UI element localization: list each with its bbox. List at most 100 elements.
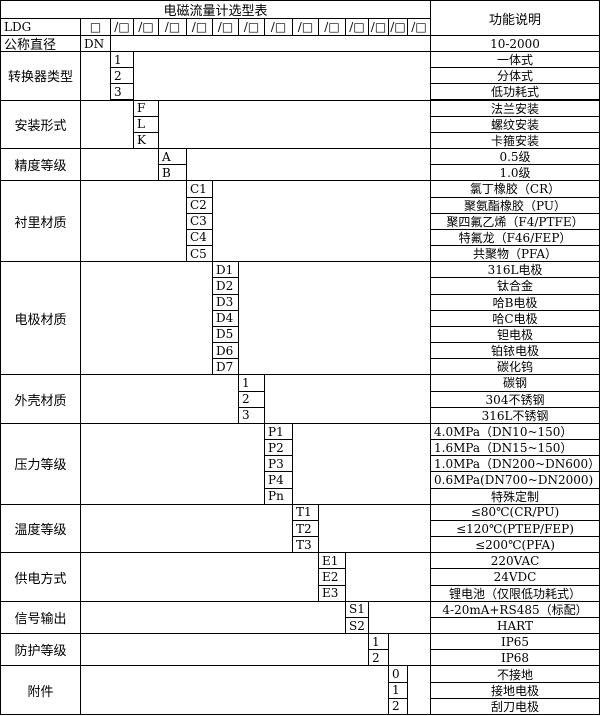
option-code: B: [158, 164, 187, 182]
option-code: T1: [292, 503, 319, 521]
size-desc: 10-2000: [430, 35, 600, 52]
model-slot: /□: [292, 18, 319, 36]
option-code: S1: [345, 600, 369, 618]
model-slot: /□: [212, 18, 239, 36]
group-label: 安装形式: [0, 99, 81, 149]
table-title: 电磁流量计选型表: [0, 0, 431, 19]
option-code: P2: [264, 439, 293, 457]
blank: [158, 99, 431, 149]
option-code: 0: [388, 665, 408, 683]
option-code: C2: [186, 196, 213, 214]
blank: [80, 633, 369, 667]
option-code: 1: [388, 681, 408, 699]
option-desc: 1.0MPa（DN200~DN600）: [430, 455, 600, 473]
option-code: D7: [212, 358, 239, 376]
option-code: E2: [318, 568, 346, 586]
group-label: 附件: [0, 665, 81, 715]
blank: [80, 600, 346, 635]
blank: [388, 633, 431, 667]
blank: [238, 261, 431, 376]
blank: [80, 99, 134, 149]
option-code: 2: [388, 697, 408, 715]
blank: [110, 35, 431, 52]
group-label: 转换器类型: [0, 51, 81, 101]
option-desc: 锂电池（仅限低功耗式）: [430, 584, 600, 602]
option-desc: 316L不锈钢: [430, 406, 600, 424]
option-desc: 碳钢: [430, 374, 600, 392]
option-code: L: [133, 115, 159, 133]
option-code: 3: [238, 406, 265, 424]
option-desc: 哈B电极: [430, 293, 600, 311]
option-code: P1: [264, 422, 293, 441]
option-code: C3: [186, 212, 213, 230]
option-code: 2: [110, 67, 134, 85]
option-desc: HART: [430, 616, 600, 635]
blank: [80, 374, 239, 424]
option-desc: 0.5级: [430, 148, 600, 166]
option-desc: 316L电极: [430, 261, 600, 279]
blank: [292, 422, 431, 505]
option-code: P4: [264, 471, 293, 489]
option-code: E3: [318, 584, 346, 602]
option-desc: ≤80℃(CR/PU): [430, 503, 600, 521]
option-desc: 24VDC: [430, 568, 600, 586]
option-desc: 4-20mA+RS485（标配）: [430, 600, 600, 618]
model-slot: /□: [368, 18, 389, 36]
option-code: C4: [186, 228, 213, 247]
model-slot: /□: [264, 18, 293, 36]
option-desc: 哈C电极: [430, 309, 600, 327]
option-code: D2: [212, 277, 239, 295]
option-desc: 一体式: [430, 51, 600, 69]
option-desc: 304不锈钢: [430, 390, 600, 408]
size-label: 公称直径: [0, 35, 81, 52]
option-code: 1: [238, 374, 265, 392]
option-desc: 螺纹安装: [430, 115, 600, 133]
model-slot: /□: [345, 18, 369, 36]
option-code: S2: [345, 616, 369, 635]
option-desc: 氯丁橡胶（CR）: [430, 180, 600, 198]
model-box: □: [80, 18, 111, 36]
blank: [407, 665, 431, 715]
option-desc: 特氟龙（F46/FEP）: [430, 228, 600, 247]
option-desc: 法兰安装: [430, 99, 600, 117]
group-label: 信号输出: [0, 600, 81, 635]
blank: [318, 503, 431, 554]
option-desc: 铂铱电极: [430, 342, 600, 360]
option-code: 1: [368, 633, 389, 651]
blank: [133, 51, 431, 101]
description-header: 功能说明: [430, 0, 600, 36]
model-slot: /□: [318, 18, 346, 36]
blank: [80, 503, 293, 554]
option-desc: 1.0级: [430, 164, 600, 182]
group-label: 电极材质: [0, 261, 81, 376]
size-code: DN: [80, 35, 111, 52]
group-label: 供电方式: [0, 552, 81, 602]
option-code: D1: [212, 261, 239, 279]
option-code: K: [133, 131, 159, 149]
option-desc: 0.6MPa(DN700~DN2000): [430, 471, 600, 489]
option-code: 2: [238, 390, 265, 408]
blank: [345, 552, 431, 602]
option-desc: 钽电极: [430, 325, 600, 344]
option-desc: 4.0MPa（DN10~150）: [430, 422, 600, 441]
model-slot: /□: [110, 18, 134, 36]
option-code: 2: [368, 649, 389, 667]
option-desc: 不接地: [430, 665, 600, 683]
blank: [264, 374, 431, 424]
option-code: D4: [212, 309, 239, 327]
group-label: 衬里材质: [0, 180, 81, 263]
blank: [80, 261, 213, 376]
option-code: 3: [110, 83, 134, 101]
option-code: T3: [292, 536, 319, 554]
option-desc: 220VAC: [430, 552, 600, 570]
blank: [80, 422, 265, 505]
group-label: 温度等级: [0, 503, 81, 554]
option-code: Pn: [264, 487, 293, 505]
option-code: A: [158, 148, 187, 166]
blank: [80, 665, 389, 715]
option-desc: 刮刀电极: [430, 697, 600, 715]
blank: [186, 148, 431, 182]
option-desc: 聚四氟乙烯（F4/PTFE）: [430, 212, 600, 230]
blank: [80, 180, 187, 263]
